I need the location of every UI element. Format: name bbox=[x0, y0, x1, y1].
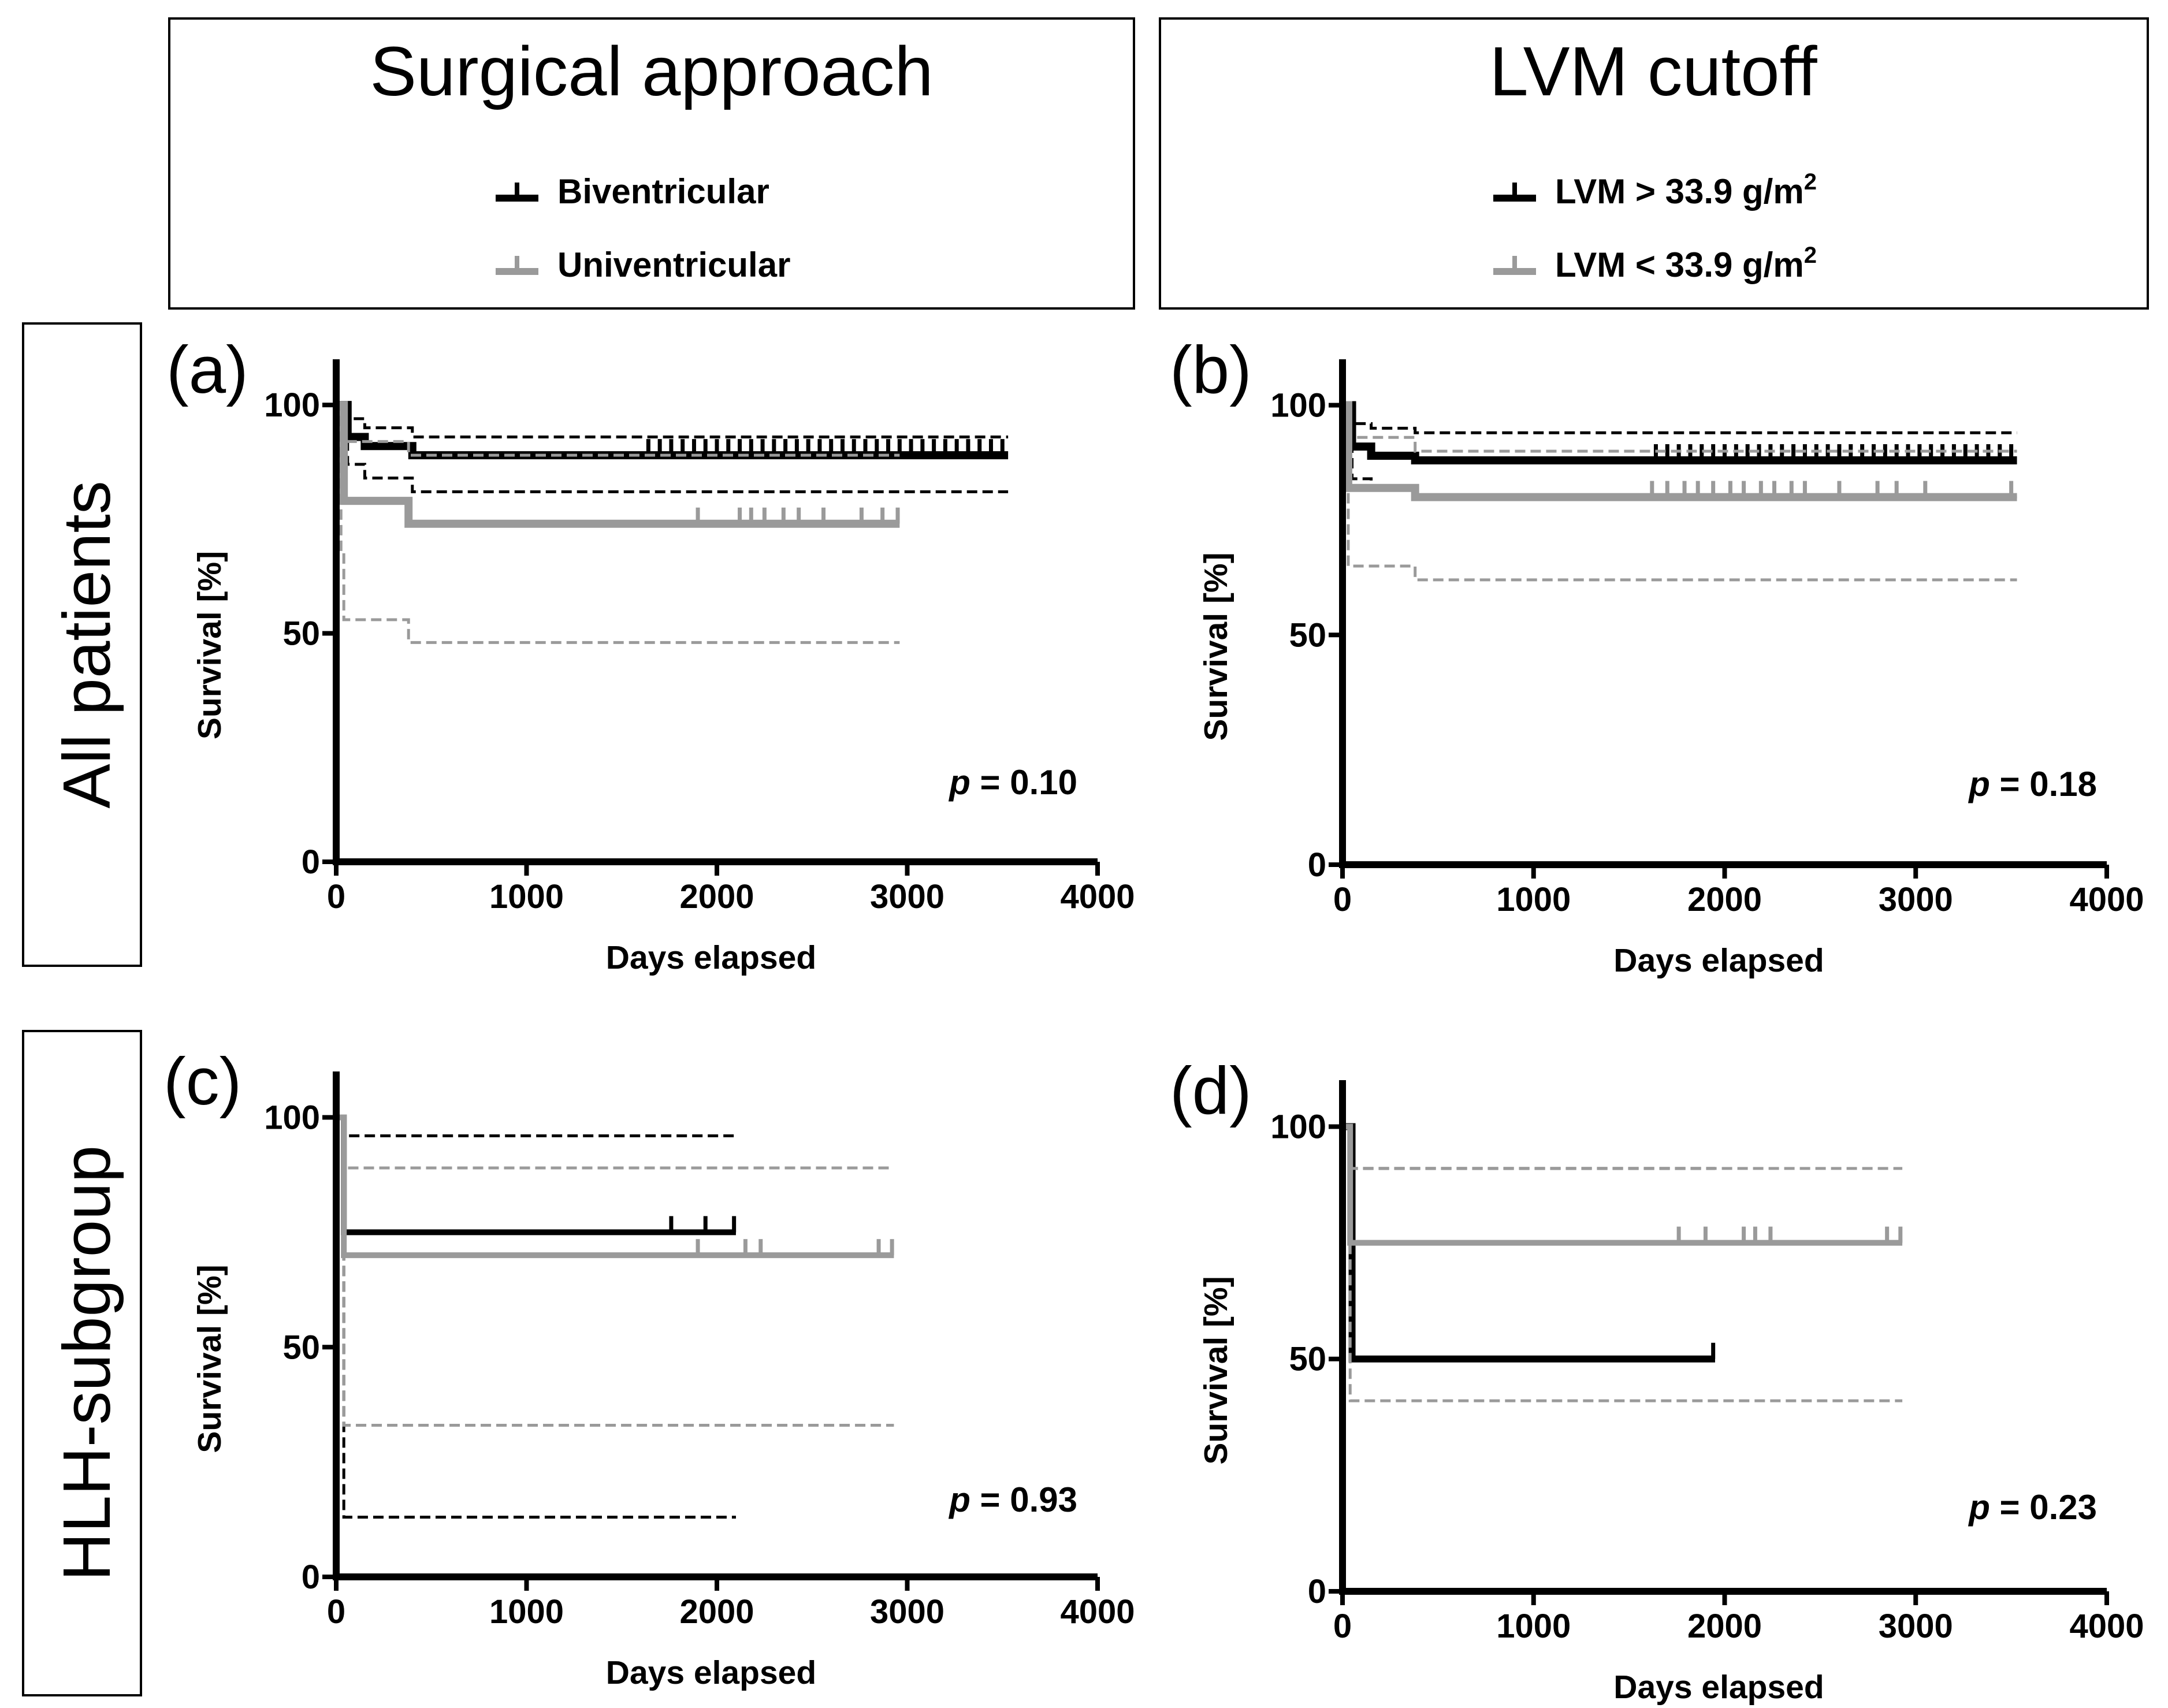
panel-letter: (c) bbox=[163, 1044, 241, 1119]
x-tick-label: 1000 bbox=[1496, 1607, 1571, 1645]
x-tick-label: 1000 bbox=[1496, 881, 1571, 918]
p-value: p = 0.18 bbox=[1968, 765, 2097, 803]
y-axis-title: Survival [%] bbox=[191, 551, 228, 739]
x-tick-label: 2000 bbox=[679, 878, 754, 916]
row-label: HLH-subgroup bbox=[49, 1145, 124, 1581]
ci-line bbox=[336, 1116, 736, 1519]
legend-label-univentricular: Univentricular bbox=[557, 245, 790, 284]
y-tick-label: 50 bbox=[1289, 616, 1326, 654]
column-title: Surgical approach bbox=[370, 32, 933, 110]
column-header-lvm-cutoff: LVM cutoff LVM > 33.9 g/m2 LVM < 33.9 g/… bbox=[1159, 17, 2149, 310]
legend-label-lvm-low: LVM < 33.9 g/m2 bbox=[1555, 243, 1817, 284]
column-title: LVM cutoff bbox=[1489, 32, 1817, 110]
y-tick-label: 0 bbox=[302, 843, 320, 881]
ci-line bbox=[336, 403, 900, 457]
x-tick-label: 4000 bbox=[2069, 1607, 2144, 1645]
row-header-box bbox=[22, 322, 142, 967]
survival-curve bbox=[1343, 1123, 1903, 1246]
y-tick-label: 50 bbox=[282, 1329, 320, 1366]
ci-line bbox=[1343, 1125, 1903, 1170]
p-value: p = 0.93 bbox=[948, 1480, 1077, 1519]
panel-letter: (b) bbox=[1170, 332, 1252, 407]
ci-line bbox=[1343, 404, 2017, 434]
x-tick-label: 0 bbox=[1333, 881, 1352, 918]
x-tick-label: 0 bbox=[327, 1593, 345, 1631]
ci-line bbox=[336, 403, 900, 644]
y-tick-label: 0 bbox=[1308, 846, 1326, 884]
x-tick-label: 3000 bbox=[870, 1593, 944, 1631]
ci-line bbox=[336, 1116, 736, 1137]
ci-line bbox=[336, 1116, 894, 1427]
y-tick-label: 0 bbox=[302, 1558, 320, 1596]
x-axis-title: Days elapsed bbox=[606, 939, 816, 976]
row-header-box bbox=[22, 1030, 142, 1696]
x-tick-label: 3000 bbox=[1879, 881, 1953, 918]
x-tick-label: 4000 bbox=[1060, 878, 1135, 916]
row-header-hlh-subgroup: HLH-subgroup bbox=[22, 1030, 142, 1696]
x-tick-label: 2000 bbox=[1687, 881, 1762, 918]
panel-letter: (d) bbox=[1170, 1053, 1252, 1128]
header-box bbox=[1159, 17, 2149, 310]
survival-curve bbox=[336, 401, 900, 528]
x-axis-title: Days elapsed bbox=[1613, 1669, 1824, 1706]
y-tick-label: 0 bbox=[1308, 1573, 1326, 1610]
y-tick-label: 50 bbox=[282, 615, 320, 653]
y-axis-title: Survival [%] bbox=[191, 1264, 228, 1453]
x-tick-label: 1000 bbox=[489, 1593, 564, 1631]
panel-letter: (a) bbox=[166, 332, 248, 407]
ci-line bbox=[1343, 1125, 1715, 1170]
row-label: All patients bbox=[49, 481, 124, 808]
column-header-surgical-approach: Surgical approach Biventricular Univentr… bbox=[168, 17, 1135, 310]
y-tick-label: 100 bbox=[1270, 387, 1326, 425]
p-value: p = 0.10 bbox=[948, 763, 1077, 802]
x-tick-label: 3000 bbox=[1879, 1607, 1953, 1645]
x-axis-title: Days elapsed bbox=[1613, 942, 1824, 979]
x-tick-label: 0 bbox=[1333, 1607, 1352, 1645]
y-tick-label: 50 bbox=[1289, 1341, 1326, 1378]
ci-line bbox=[336, 403, 1009, 438]
y-tick-label: 100 bbox=[264, 1099, 320, 1137]
p-value: p = 0.23 bbox=[1968, 1488, 2097, 1527]
x-tick-label: 3000 bbox=[870, 878, 944, 916]
x-tick-label: 2000 bbox=[679, 1593, 754, 1631]
ci-line bbox=[1343, 1125, 1903, 1402]
legend-label-biventricular: Biventricular bbox=[557, 172, 769, 211]
ci-line bbox=[1343, 404, 2017, 582]
x-tick-label: 2000 bbox=[1687, 1607, 1762, 1645]
x-tick-label: 1000 bbox=[489, 878, 564, 916]
x-tick-label: 4000 bbox=[1060, 1593, 1135, 1631]
ci-line bbox=[336, 1116, 894, 1170]
row-header-all-patients: All patients bbox=[22, 322, 142, 967]
y-axis-title: Survival [%] bbox=[1198, 1276, 1234, 1464]
y-tick-label: 100 bbox=[264, 386, 320, 424]
x-tick-label: 4000 bbox=[2069, 881, 2144, 918]
y-tick-label: 100 bbox=[1270, 1108, 1326, 1145]
legend-label-lvm-high: LVM > 33.9 g/m2 bbox=[1555, 169, 1817, 211]
y-axis-title: Survival [%] bbox=[1198, 552, 1234, 740]
header-box bbox=[168, 17, 1135, 310]
x-tick-label: 0 bbox=[327, 878, 345, 916]
x-axis-title: Days elapsed bbox=[606, 1654, 816, 1691]
